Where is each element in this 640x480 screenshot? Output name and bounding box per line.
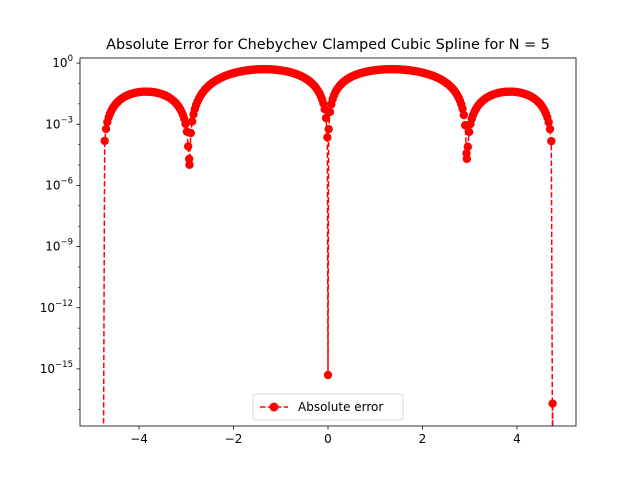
y-tick-label: 100 [52, 54, 73, 70]
y-tick-label: 10−9 [45, 238, 73, 254]
legend-box [252, 393, 404, 421]
data-point [324, 124, 333, 134]
x-axis: −4 −2 0 2 4 [130, 426, 521, 446]
data-point [323, 133, 332, 142]
x-tick-label: −2 [225, 432, 243, 446]
data-point [321, 113, 331, 123]
data-point [548, 399, 557, 408]
y-tick-label: 10−15 [40, 360, 73, 376]
x-tick-label: 0 [324, 432, 332, 446]
data-point [181, 119, 190, 129]
data-point [325, 107, 335, 117]
y-axis: 100 10−3 10−6 10−9 10−12 10−15 [40, 54, 80, 410]
data-point [101, 124, 111, 134]
data-point [183, 142, 193, 151]
y-tick-label: 10−6 [45, 176, 73, 192]
x-tick-label: −4 [130, 432, 148, 446]
data-point [462, 154, 472, 164]
chart-title: Absolute Error for Chebychev Clamped Cub… [106, 37, 550, 53]
data-point [548, 467, 556, 475]
series-layer [99, 65, 557, 475]
x-tick-label: 4 [513, 432, 521, 446]
x-tick-label: 2 [419, 432, 427, 446]
data-point [99, 467, 107, 475]
legend: Absolute error [252, 393, 404, 421]
data-point [459, 110, 469, 120]
data-point [186, 128, 196, 138]
data-point [544, 118, 553, 127]
data-point [545, 124, 555, 134]
legend-marker-sample [269, 402, 279, 412]
data-point [100, 136, 109, 146]
data-point [547, 136, 556, 146]
series-line-absolute-error [102, 68, 554, 426]
data-point [99, 467, 107, 475]
data-point [463, 142, 473, 151]
data-point [187, 117, 197, 126]
y-tick-label: 10−12 [40, 299, 73, 315]
data-point [458, 104, 467, 113]
data-point [464, 127, 474, 137]
data-point [185, 160, 194, 169]
data-point [323, 370, 333, 380]
y-tick-label: 10−3 [45, 115, 73, 131]
legend-label: Absolute error [298, 400, 383, 414]
